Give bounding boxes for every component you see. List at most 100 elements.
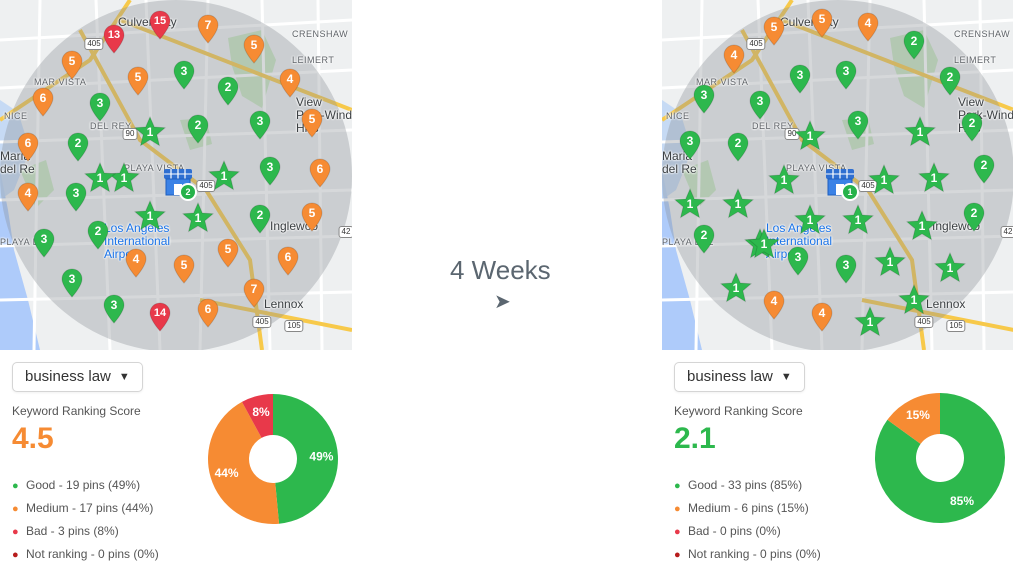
top-rank-star-pin[interactable]: 1 <box>794 120 826 152</box>
highway-shield: 405 <box>196 180 216 192</box>
map-pin[interactable]: 2 <box>248 204 272 234</box>
map-pin[interactable]: 4 <box>856 12 880 42</box>
top-rank-star-pin[interactable]: 1 <box>898 284 930 316</box>
top-rank-star-pin[interactable]: 1 <box>108 162 140 194</box>
map-pin[interactable]: 4 <box>722 44 746 74</box>
map-pin[interactable]: 5 <box>172 254 196 284</box>
map-pin-rank: 1 <box>866 315 874 329</box>
map-pin[interactable]: 5 <box>300 108 324 138</box>
highway-shield: 405 <box>84 38 104 50</box>
map-pin[interactable]: 3 <box>788 64 812 94</box>
top-rank-star-pin[interactable]: 1 <box>868 164 900 196</box>
top-rank-star-pin[interactable]: 1 <box>208 160 240 192</box>
top-rank-star-pin[interactable]: 1 <box>934 252 966 284</box>
map-pin[interactable]: 3 <box>102 294 126 324</box>
top-rank-star-pin[interactable]: 1 <box>842 204 874 236</box>
map-pin[interactable]: 3 <box>678 130 702 160</box>
map-pin[interactable]: 15 <box>148 10 172 40</box>
map-pin[interactable]: 3 <box>786 246 810 276</box>
map-pin[interactable]: 3 <box>834 60 858 90</box>
map-pin[interactable]: 4 <box>278 68 302 98</box>
map-pin[interactable]: 7 <box>196 14 220 44</box>
map-pin[interactable]: 6 <box>16 132 40 162</box>
map-pin[interactable]: 3 <box>748 90 772 120</box>
ranking-donut-chart: 49% 44% 8% <box>207 394 339 524</box>
map-pin[interactable]: 6 <box>276 246 300 276</box>
map-pin[interactable]: 2 <box>962 202 986 232</box>
map-pin[interactable]: 6 <box>196 298 220 328</box>
keyword-dropdown-value: business law <box>25 368 111 385</box>
map-pin[interactable]: 3 <box>32 228 56 258</box>
map-pin-rank: 2 <box>968 116 976 130</box>
map-pin[interactable]: 3 <box>64 182 88 212</box>
top-rank-star-pin[interactable]: 1 <box>918 162 950 194</box>
map-pin[interactable]: 2 <box>972 154 996 184</box>
map-pin-rank: 1 <box>910 293 918 307</box>
top-rank-star-pin[interactable]: 1 <box>854 306 886 338</box>
map-label-playa-vista: PLAYA VISTA <box>124 163 185 173</box>
map-pin[interactable]: 3 <box>248 110 272 140</box>
map-pin[interactable]: 2 <box>66 132 90 162</box>
top-rank-star-pin[interactable]: 1 <box>722 188 754 220</box>
map-label-crenshaw: CRENSHAW <box>292 29 349 39</box>
map-pin[interactable]: 3 <box>692 84 716 114</box>
ranking-map-after[interactable]: Culver City CRENSHAW LEIMERT MAR VISTA View … <box>662 0 1013 350</box>
top-rank-star-pin[interactable]: 1 <box>874 246 906 278</box>
map-pin[interactable]: 4 <box>762 290 786 320</box>
map-pin[interactable]: 6 <box>308 158 332 188</box>
map-pin-rank: 3 <box>96 96 104 110</box>
map-pin[interactable]: 14 <box>148 302 172 332</box>
chevron-down-icon: ▼ <box>780 371 792 383</box>
map-pin[interactable]: 5 <box>60 50 84 80</box>
map-pin[interactable]: 3 <box>60 268 84 298</box>
map-pin[interactable]: 2 <box>938 66 962 96</box>
map-pin[interactable]: 5 <box>762 16 786 46</box>
top-rank-star-pin[interactable]: 1 <box>84 162 116 194</box>
map-pin-rank: 6 <box>24 136 32 150</box>
top-rank-star-pin[interactable]: 1 <box>134 200 166 232</box>
map-pin[interactable]: 7 <box>242 278 266 308</box>
top-rank-star-pin[interactable]: 1 <box>720 272 752 304</box>
highway-shield: 90 <box>122 128 138 140</box>
legend-item-good: ● Good - 33 pins (85%) <box>674 474 821 497</box>
map-pin[interactable]: 4 <box>810 302 834 332</box>
map-pin[interactable]: 5 <box>242 34 266 64</box>
map-label-lennox: Lennox <box>926 297 966 311</box>
map-pin[interactable]: 5 <box>216 238 240 268</box>
top-rank-star-pin[interactable]: 1 <box>182 202 214 234</box>
business-location-store-icon[interactable]: 2 <box>161 165 197 201</box>
keyword-dropdown[interactable]: business law ▼ <box>674 362 805 392</box>
top-rank-star-pin[interactable]: 1 <box>748 228 780 260</box>
map-pin[interactable]: 5 <box>810 8 834 38</box>
map-pin[interactable]: 3 <box>846 110 870 140</box>
top-rank-star-pin[interactable]: 1 <box>794 204 826 236</box>
map-pin[interactable]: 2 <box>960 112 984 142</box>
map-pin[interactable]: 5 <box>126 66 150 96</box>
map-pin[interactable]: 3 <box>172 60 196 90</box>
legend-item-label: Good - 19 pins (49%) <box>26 478 141 492</box>
top-rank-star-pin[interactable]: 1 <box>906 210 938 242</box>
map-pin[interactable]: 3 <box>834 254 858 284</box>
map-pin[interactable]: 4 <box>124 248 148 278</box>
keyword-dropdown[interactable]: business law ▼ <box>12 362 143 392</box>
map-pin[interactable]: 3 <box>258 156 282 186</box>
map-pin[interactable]: 6 <box>31 87 55 117</box>
donut-slice-bad <box>241 394 273 438</box>
map-pin-rank: 3 <box>256 114 264 128</box>
top-rank-star-pin[interactable]: 1 <box>768 164 800 196</box>
map-pin[interactable]: 2 <box>692 224 716 254</box>
map-pin[interactable]: 3 <box>88 92 112 122</box>
map-pin[interactable]: 5 <box>300 202 324 232</box>
business-location-store-icon[interactable]: 1 <box>823 165 859 201</box>
map-pin[interactable]: 2 <box>726 132 750 162</box>
top-rank-star-pin[interactable]: 1 <box>674 188 706 220</box>
top-rank-star-pin[interactable]: 1 <box>904 116 936 148</box>
ranking-map-before[interactable]: Culver City CRENSHAW LEIMERT MAR VISTA View … <box>0 0 352 350</box>
map-pin[interactable]: 2 <box>86 220 110 250</box>
map-pin[interactable]: 2 <box>216 76 240 106</box>
map-pin[interactable]: 2 <box>902 30 926 60</box>
map-pin[interactable]: 2 <box>186 114 210 144</box>
map-pin[interactable]: 4 <box>16 182 40 212</box>
top-rank-star-pin[interactable]: 1 <box>134 116 166 148</box>
map-pin[interactable]: 13 <box>102 24 126 54</box>
